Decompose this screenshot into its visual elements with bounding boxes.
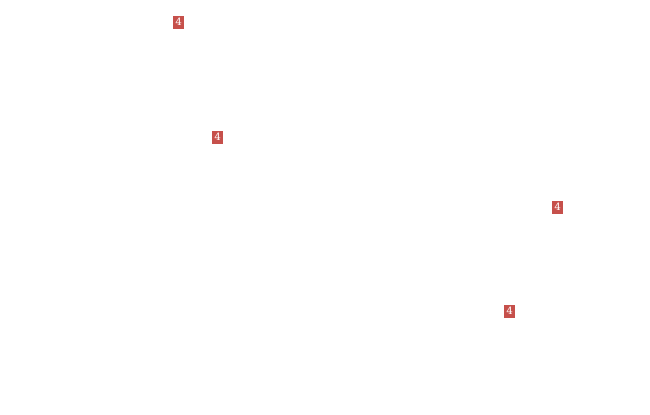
marker-badge[interactable]: 4 [173,16,184,29]
marker-badge[interactable]: 4 [504,305,515,318]
marker-label: 4 [175,17,182,28]
marker-label: 4 [214,132,221,143]
marker-label: 4 [554,202,561,213]
marker-label: 4 [506,306,513,317]
marker-badge[interactable]: 4 [212,131,223,144]
marker-badge[interactable]: 4 [552,201,563,214]
